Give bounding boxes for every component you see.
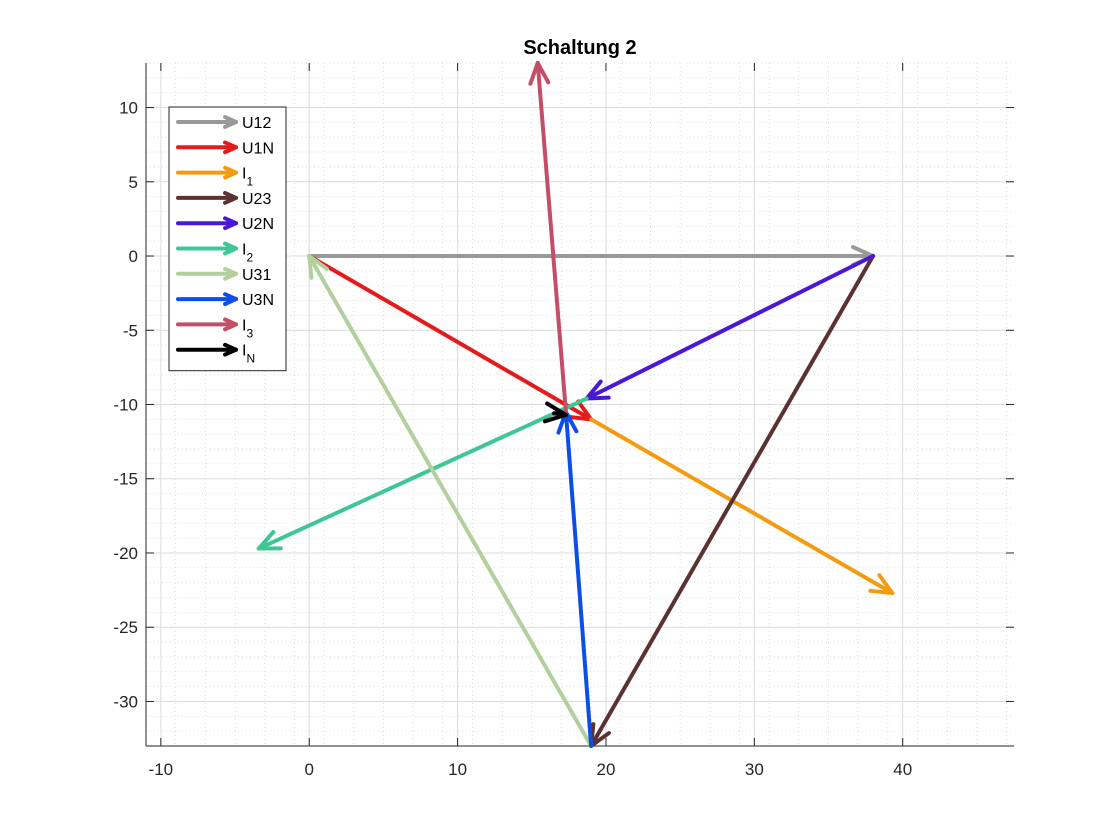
vector-i2-head xyxy=(256,530,283,551)
legend-swatch-head xyxy=(223,216,238,231)
vector-i2 xyxy=(256,396,589,551)
vector-i1-head xyxy=(868,573,895,596)
chart-title: Schaltung 2 xyxy=(523,37,636,59)
legend-label: I3 xyxy=(242,317,253,340)
y-tick-label: -25 xyxy=(113,618,138,637)
vector-in-head xyxy=(542,401,568,424)
vector-i2-shaft xyxy=(256,396,589,551)
x-tick-label: 0 xyxy=(304,760,313,779)
legend-swatch-head xyxy=(223,342,238,357)
legend-swatch xyxy=(176,115,238,129)
x-tick-label: 10 xyxy=(448,760,467,779)
vector-u31 xyxy=(307,254,594,748)
legend-item-i1: I1 xyxy=(176,165,253,189)
y-tick-label: -5 xyxy=(123,321,138,340)
legend-swatch xyxy=(176,165,238,180)
legend-swatch-head xyxy=(223,292,238,306)
x-tick-label: 30 xyxy=(745,760,764,779)
y-tick-label: 5 xyxy=(129,173,138,192)
y-tick-label: 0 xyxy=(129,247,138,266)
vector-u1n-shaft xyxy=(307,254,594,422)
legend-item-u3n: U3N xyxy=(176,292,274,309)
vector-in xyxy=(542,401,568,424)
legend-label: U23 xyxy=(242,191,271,208)
plot-area: -10 0 10 20 30 40 10 5 0 -5 -10 -15 -20 -25 -30 U12 U1N I… xyxy=(113,61,1014,779)
y-tick-label: 10 xyxy=(119,99,138,118)
vector-u23-shaft xyxy=(589,254,876,748)
legend-swatch-head xyxy=(223,140,238,155)
legend-swatch xyxy=(176,241,238,256)
legend-item-u1n: U1N xyxy=(176,140,274,157)
legend-swatch xyxy=(176,342,238,357)
legend-swatch-head xyxy=(223,115,238,129)
legend-label: U31 xyxy=(242,267,271,284)
legend-swatch-head xyxy=(223,317,238,332)
legend-label: U12 xyxy=(242,115,271,132)
vector-i1-shaft xyxy=(589,417,895,596)
vector-i3 xyxy=(528,61,568,414)
legend-swatch xyxy=(176,292,238,306)
x-tick-label: 20 xyxy=(597,760,616,779)
vector-u31-head xyxy=(307,254,330,280)
vector-i3-head xyxy=(528,61,551,86)
legend-item-u23: U23 xyxy=(176,191,271,208)
legend-swatch xyxy=(176,216,238,231)
legend-swatch xyxy=(176,317,238,332)
vector-u31-shaft xyxy=(307,254,594,748)
legend-label: U3N xyxy=(242,292,274,309)
legend-swatch-head xyxy=(223,266,238,281)
y-tick-label: -15 xyxy=(113,470,138,489)
legend-label: I2 xyxy=(242,242,253,265)
legend-swatch xyxy=(176,266,238,281)
legend-label: U2N xyxy=(242,216,274,233)
y-tick-label: -20 xyxy=(113,544,138,563)
vector-i1 xyxy=(589,417,895,596)
y-tick-label: -10 xyxy=(113,396,138,415)
legend-item-u12: U12 xyxy=(176,115,271,132)
legend-swatch-head xyxy=(223,241,238,256)
vector-u3n-shaft xyxy=(563,409,594,748)
vector-i3-shaft xyxy=(535,61,568,414)
vector-u2n-shaft xyxy=(584,254,876,401)
legend-swatch-head xyxy=(223,191,238,205)
legend-item-i3: I3 xyxy=(176,317,253,340)
legend-label: I1 xyxy=(242,166,253,189)
legend-item-u2n: U2N xyxy=(176,216,274,233)
legend-swatch-head xyxy=(223,165,238,180)
legend-label: U1N xyxy=(242,140,274,157)
x-tick-label: 40 xyxy=(893,760,912,779)
legend-swatch xyxy=(176,191,238,205)
legend-swatch xyxy=(176,140,238,155)
y-tick-label: -30 xyxy=(113,692,138,711)
x-tick-label: -10 xyxy=(149,760,174,779)
legend-item-u31: U31 xyxy=(176,266,271,284)
legend-item-i2: I2 xyxy=(176,241,253,265)
